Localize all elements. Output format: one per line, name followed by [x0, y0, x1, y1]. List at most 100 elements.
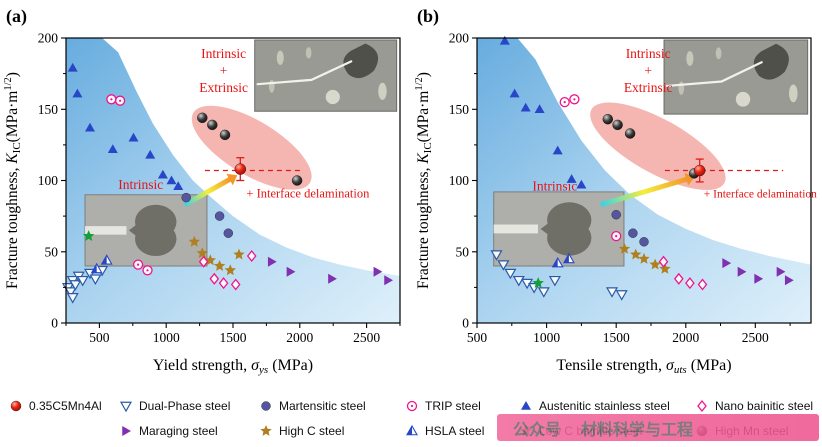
legend-item-austenitic-stainless-steel: Austenitic stainless steel — [518, 398, 670, 414]
point-austenitic-stainless-steel — [520, 102, 531, 112]
panel-letter: (a) — [6, 6, 27, 27]
point-maraging-steel — [784, 275, 794, 286]
point-high-mn-steel — [291, 175, 303, 186]
x-tick-label: 1500 — [220, 330, 247, 345]
point-high-c-steel — [649, 258, 661, 270]
y-tick-label: 50 — [45, 244, 59, 259]
point-trip-steel — [559, 96, 570, 108]
toughening-arrow — [183, 176, 232, 207]
x-tick-label: 2500 — [353, 330, 380, 345]
point-austenitic-stainless-steel — [67, 62, 78, 72]
point-dual-phase-steel — [497, 260, 510, 271]
point-high-c-steel — [233, 248, 245, 260]
point-martensitic-steel — [628, 228, 638, 238]
legend-label: HSLA steel — [425, 424, 485, 438]
point-martensitic-steel — [181, 192, 191, 203]
point-nano-bainitic-steel — [697, 278, 708, 291]
point-austenitic-stainless-steel — [107, 144, 118, 153]
point-austenitic-stainless-steel — [566, 174, 577, 183]
legend-label: 0.35C5Mn4Al — [29, 399, 102, 413]
annotation: Extrinsic — [624, 80, 673, 95]
point-high-c-steel — [659, 262, 671, 274]
point-austenitic-stainless-steel — [145, 149, 156, 159]
x-tick-label: 500 — [89, 330, 110, 345]
chart-b-svg: Intrinsic + Extrinsic Intrinsic + Interface … — [414, 6, 817, 376]
micrograph-inset — [663, 39, 809, 115]
point-low-c-bainitic-steel — [83, 230, 95, 241]
point-austenitic-stainless-steel — [552, 145, 563, 155]
point-dual-phase-steel — [76, 275, 89, 287]
legend-label: Austenitic stainless steel — [539, 399, 670, 413]
point-dual-phase-steel — [548, 275, 561, 287]
legend-item-martensitic-steel: Martensitic steel — [258, 398, 366, 414]
y-tick-label: 0 — [462, 316, 469, 331]
point-martensitic-steel — [639, 237, 649, 247]
point-hsla-steel — [100, 254, 113, 265]
chart-panel-b: Intrinsic + Extrinsic Intrinsic + Interface … — [411, 0, 822, 392]
legend-item-nano-bainitic-steel: Nano bainitic steel — [694, 398, 813, 414]
half-triangle-icon — [406, 424, 418, 436]
point-high-mn-steel — [612, 119, 623, 131]
y-tick-label: 100 — [449, 173, 470, 188]
legend-label: Dual-Phase steel — [139, 399, 231, 413]
point-high-c-steel — [188, 235, 200, 247]
legend-item-dual-phase-steel: Dual-Phase steel — [118, 398, 230, 414]
panel-letter: (b) — [417, 6, 439, 27]
point-austenitic-stainless-steel — [128, 132, 139, 142]
point-trip-steel — [132, 259, 144, 270]
specimen-inset — [84, 194, 208, 267]
point-dual-phase-steel — [537, 287, 550, 298]
legend-item-hsla-steel: HSLA steel — [404, 423, 484, 439]
red-sphere-icon — [10, 400, 22, 412]
point-high-c-steel — [196, 247, 208, 259]
point-dual-phase-steel — [615, 290, 628, 301]
toughening-arrow — [600, 176, 688, 208]
point-high-mn-steel — [219, 129, 231, 141]
y-tick-label: 100 — [38, 173, 59, 188]
point-hsla-steel — [551, 256, 564, 268]
point-high-c-steel — [618, 242, 631, 254]
x-axis-label: Yield strength, σys (MPa) — [153, 357, 313, 376]
gold-star-icon — [260, 425, 272, 436]
point-hsla-steel — [90, 262, 103, 274]
point-trip-steel — [569, 94, 580, 105]
y-tick-label: 200 — [449, 31, 470, 46]
highlight-ellipse — [191, 105, 312, 190]
annotation: + — [220, 63, 228, 78]
point-dual-phase-steel — [490, 250, 503, 261]
legend-item-maraging-steel: Maraging steel — [118, 423, 218, 439]
chart-a-svg: Intrinsic + Extrinsic Intrinsic + Interface … — [3, 6, 401, 376]
point-dual-phase-steel — [66, 293, 79, 304]
y-tick-label: 0 — [51, 316, 58, 331]
point-nano-bainitic-steel — [685, 277, 695, 290]
watermark-name: 材料科学与工程 — [581, 419, 694, 439]
y-tick-label: 200 — [38, 31, 59, 46]
point-trip-steel — [142, 265, 153, 276]
legend-label: Martensitic steel — [279, 399, 366, 413]
point-martensitic-steel — [223, 228, 234, 238]
annotation: + Interface delamination — [704, 189, 817, 201]
point-austenitic-stainless-steel — [85, 122, 95, 132]
annotation: + — [644, 63, 652, 78]
point-high-c-steel — [638, 252, 650, 264]
open-diamond-icon — [697, 399, 707, 413]
point-maraging-steel — [776, 266, 786, 277]
point-maraging-steel — [373, 266, 383, 277]
point-austenitic-stainless-steel — [157, 169, 168, 179]
point-nano-bainitic-steel — [230, 278, 241, 291]
x-tick-label: 500 — [467, 330, 488, 345]
point-dual-phase-steel — [504, 268, 517, 280]
annotation: Intrinsic — [118, 177, 163, 192]
point-austenitic-stainless-steel — [173, 181, 184, 190]
point-austenitic-stainless-steel — [509, 88, 520, 98]
point-dual-phase-steel — [64, 287, 77, 298]
point-martensitic-steel — [214, 211, 225, 221]
point-maraging-steel — [754, 273, 764, 284]
point-high-c-steel — [224, 264, 236, 276]
y-tick-label: 150 — [449, 102, 470, 117]
point-low-c-bainitic-steel — [532, 277, 544, 288]
watermark-badge: 公众号 — [513, 419, 562, 439]
point-high-mn-steel — [624, 128, 636, 139]
point-austenitic-stainless-steel — [166, 175, 177, 185]
point-nano-bainitic-steel — [673, 272, 684, 285]
